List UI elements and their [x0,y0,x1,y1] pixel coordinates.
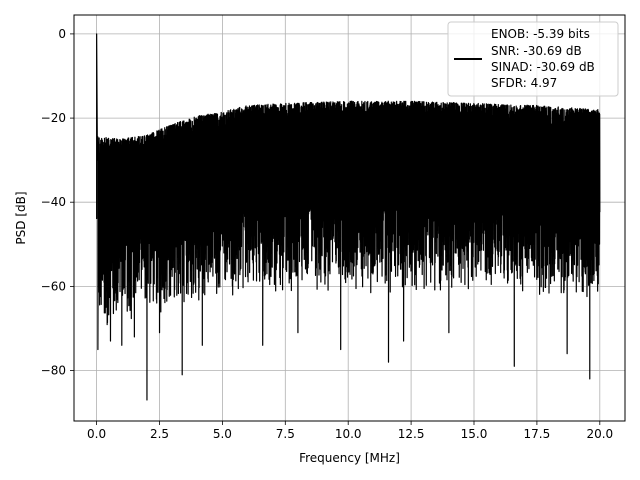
legend-snr: SNR: -30.69 dB [491,44,582,58]
y-tick-label: −40 [41,195,66,209]
legend-enob: ENOB: -5.39 bits [491,27,590,41]
x-tick-label: 5.0 [213,427,232,441]
y-tick-label: −80 [41,364,66,378]
legend-sfdr: SFDR: 4.97 [491,76,557,90]
psd-trace [96,33,601,401]
x-axis-ticks: 0.0 2.5 5.0 7.5 10.0 12.5 15.0 17.5 20.0 [87,421,613,441]
x-tick-label: 7.5 [276,427,295,441]
legend-sinad: SINAD: -30.69 dB [491,60,595,74]
legend: ENOB: -5.39 bits SNR: -30.69 dB SINAD: -… [447,21,619,97]
y-tick-label: −60 [41,279,66,293]
y-tick-label: −20 [41,111,66,125]
y-tick-label: 0 [58,27,66,41]
x-tick-label: 17.5 [524,427,551,441]
y-axis-label: PSD [dB] [14,191,28,244]
x-tick-label: 12.5 [398,427,425,441]
legend-box [447,21,619,97]
plot-frame [73,14,626,422]
x-tick-label: 10.0 [335,427,362,441]
psd-series [96,33,601,401]
x-axis-label: Frequency [MHz] [299,451,400,465]
x-tick-label: 0.0 [87,427,106,441]
x-tick-label: 20.0 [586,427,613,441]
x-tick-label: 2.5 [150,427,169,441]
x-tick-label: 15.0 [461,427,488,441]
y-axis-ticks: 0 −20 −40 −60 −80 [41,27,74,378]
